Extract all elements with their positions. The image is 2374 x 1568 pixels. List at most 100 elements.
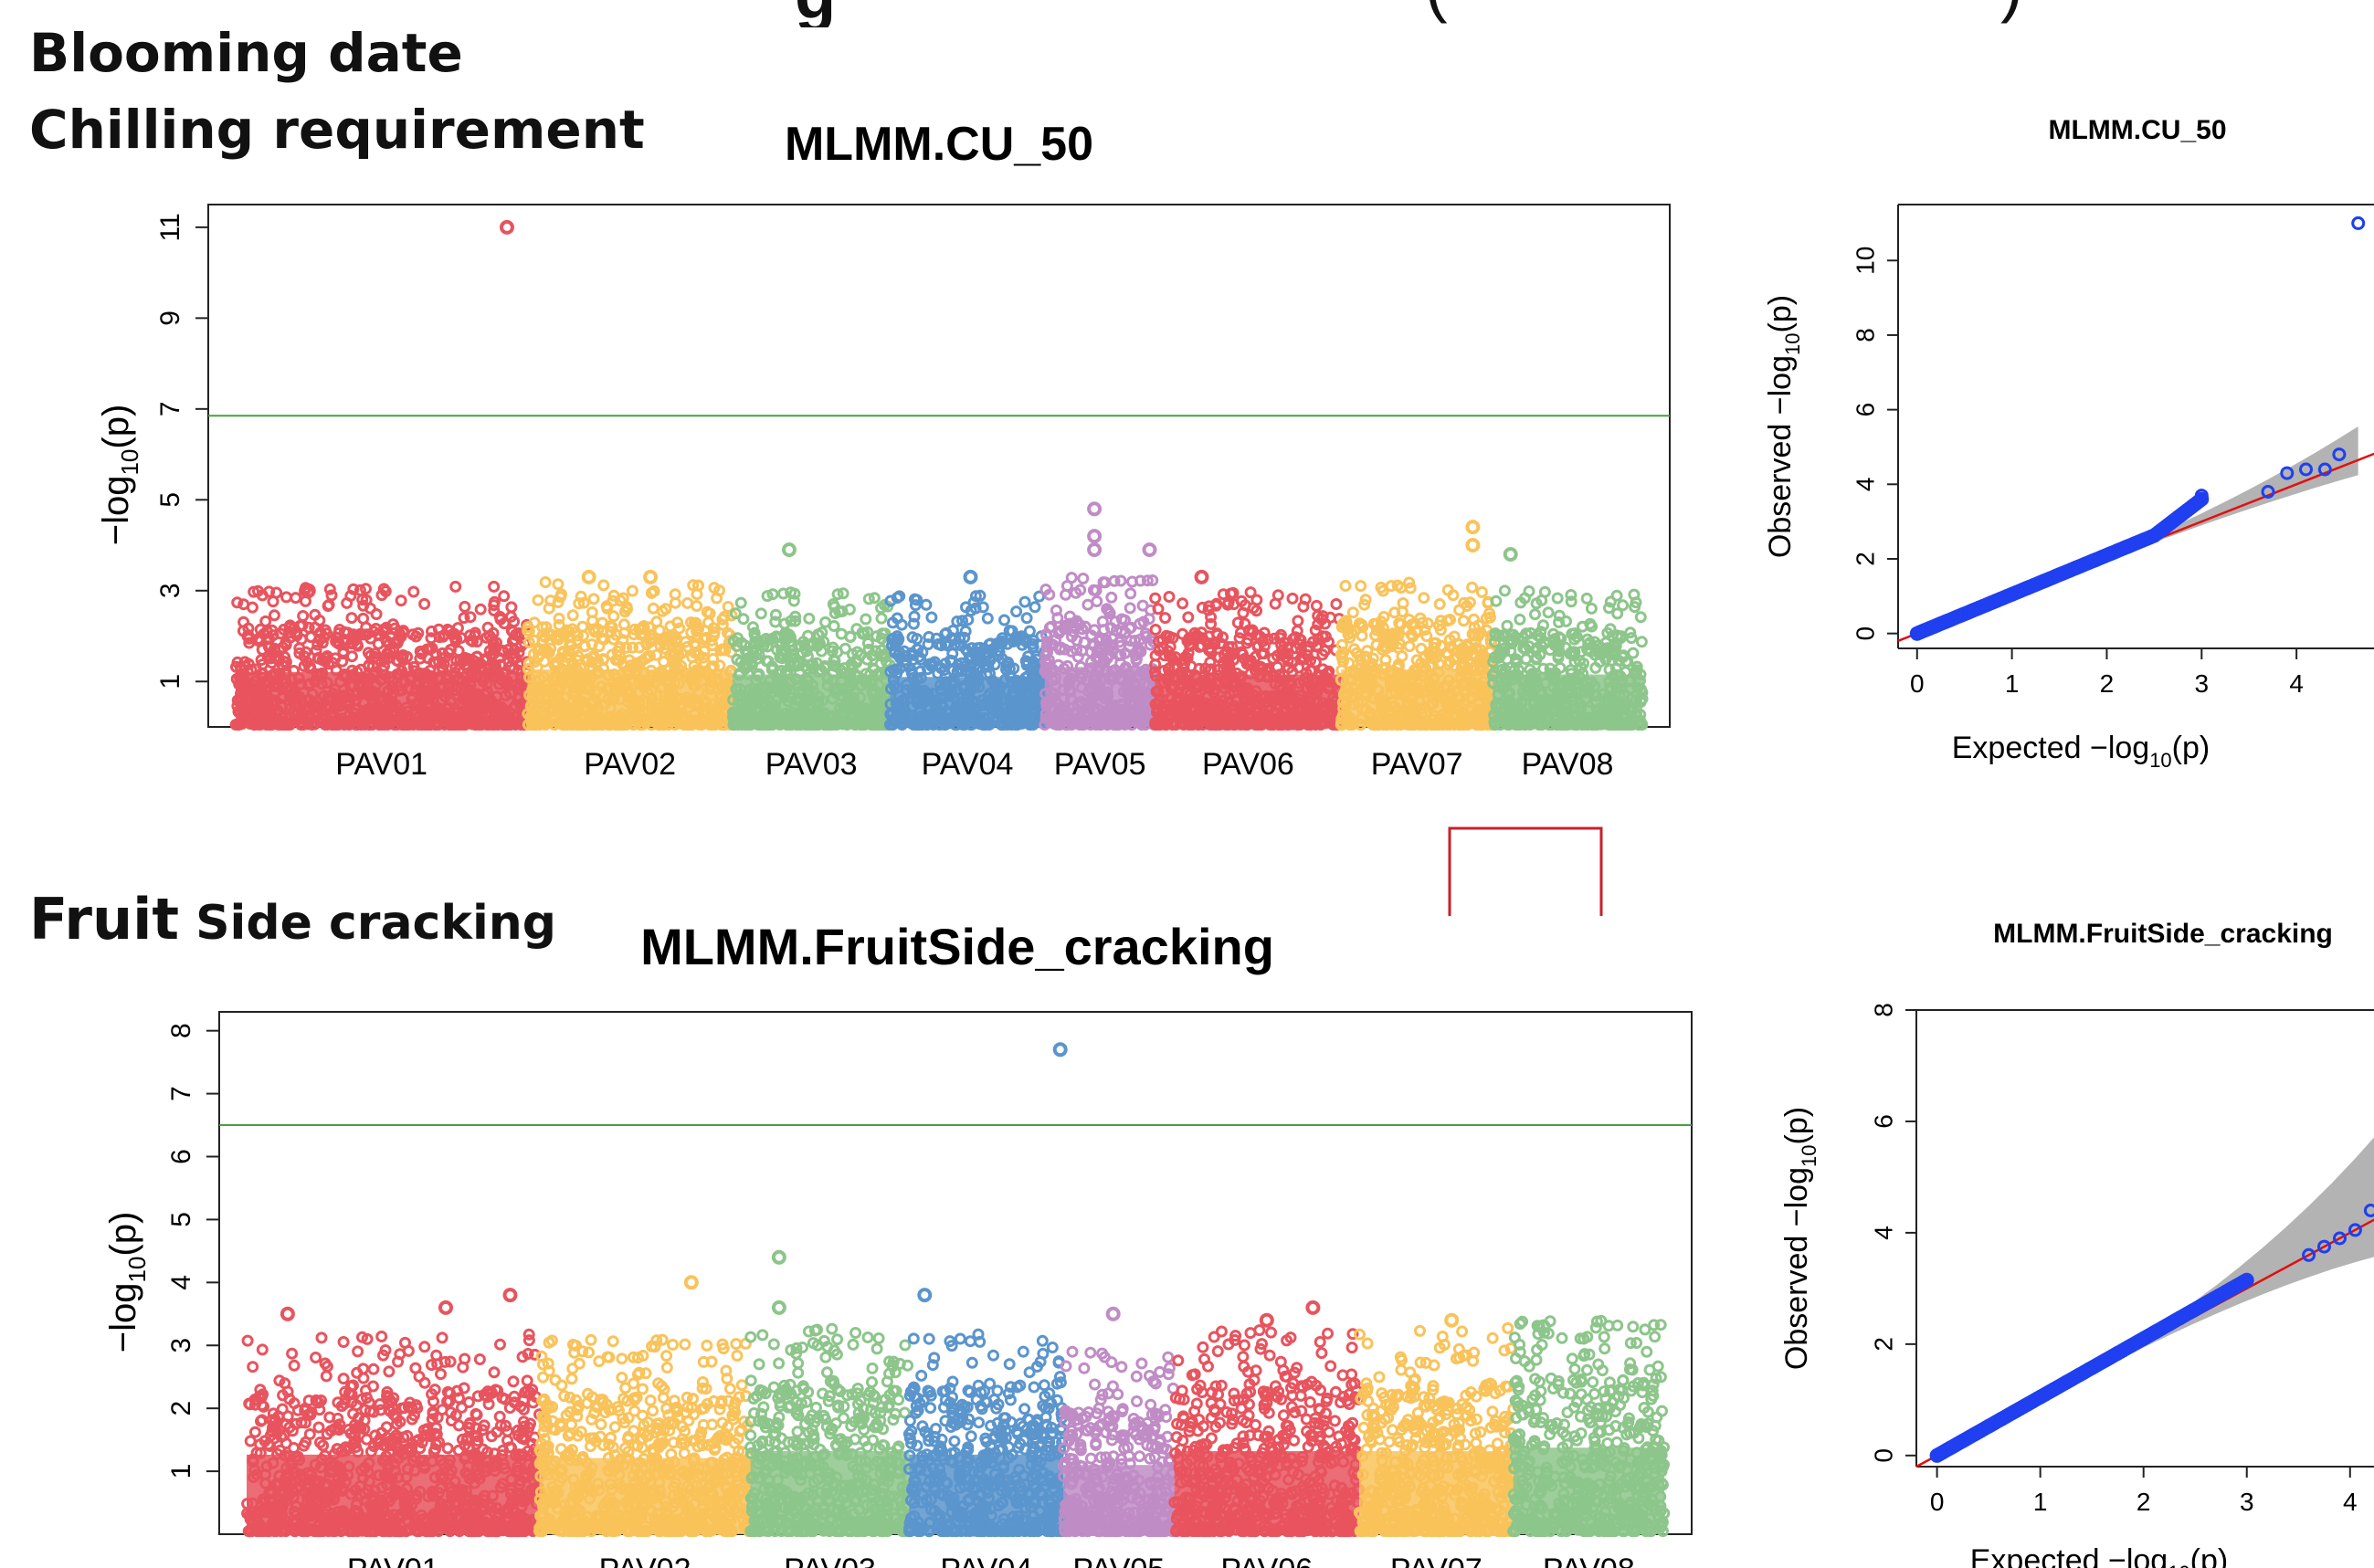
label-fruit-side-cracking: Fruit Side cracking xyxy=(29,886,556,952)
snp-point xyxy=(370,608,383,620)
snp-point xyxy=(283,621,296,634)
snp-point xyxy=(1115,613,1128,626)
snp-point xyxy=(280,591,292,604)
snp-density-block xyxy=(890,677,1045,727)
peak-point xyxy=(1465,538,1481,552)
snp-point xyxy=(1514,613,1526,626)
snp-point xyxy=(1084,646,1097,658)
snp-point xyxy=(309,608,322,621)
snp-point xyxy=(246,601,259,614)
snp-point xyxy=(843,603,856,616)
snp-point xyxy=(746,621,759,634)
snp-point xyxy=(1134,574,1146,587)
snp-point xyxy=(395,595,407,607)
peak-point xyxy=(643,569,659,584)
snp-point xyxy=(337,646,350,658)
snp-point xyxy=(505,601,518,614)
snp-point xyxy=(1292,615,1304,627)
snp-point xyxy=(1435,639,1448,652)
snp-point xyxy=(1149,624,1162,636)
points xyxy=(229,219,1649,731)
snp-point xyxy=(1149,592,1162,605)
snp-point xyxy=(860,653,873,666)
snp-point xyxy=(1297,600,1310,613)
snp-point xyxy=(1105,591,1118,604)
label-side-cracking: Side cracking xyxy=(179,896,557,951)
snp-point xyxy=(290,592,302,605)
snp-density-block xyxy=(1492,674,1642,727)
snp-point xyxy=(488,605,501,616)
snp-point xyxy=(1346,606,1359,619)
snp-point xyxy=(375,589,388,602)
snp-point xyxy=(1209,599,1222,612)
snp-point xyxy=(923,631,935,643)
label-blooming-date: Blooming date xyxy=(29,22,463,84)
snp-point xyxy=(1606,654,1619,667)
snp-point xyxy=(1029,601,1041,614)
snp-point xyxy=(648,584,660,597)
y-tick-label: 5 xyxy=(155,492,185,508)
peak-point xyxy=(1194,569,1209,584)
snp-point xyxy=(277,641,290,654)
y-tick-label: 8 xyxy=(1851,328,1879,342)
snp-point xyxy=(1520,653,1533,666)
snp-point xyxy=(1255,647,1268,660)
y-tick-label: 7 xyxy=(155,401,185,416)
snp-point xyxy=(459,600,471,613)
snp-point xyxy=(1457,615,1470,627)
category-label-pav04: PAV04 xyxy=(922,747,1014,782)
snp-point xyxy=(617,634,629,647)
snp-point xyxy=(1466,581,1479,594)
y-axis-label: −log10(p) xyxy=(96,405,143,546)
snp-point xyxy=(1205,611,1218,624)
snp-point xyxy=(391,637,404,649)
snp-point xyxy=(1565,589,1577,601)
snp-density-block xyxy=(1155,674,1342,727)
snp-point xyxy=(364,632,377,645)
snp-point xyxy=(311,638,324,651)
snp-point xyxy=(734,596,747,609)
snp-point xyxy=(1210,627,1223,640)
snp-point xyxy=(1442,658,1455,670)
snp-point xyxy=(1594,656,1606,668)
snp-point xyxy=(1559,641,1572,654)
snp-point xyxy=(925,611,938,624)
snp-density-block xyxy=(732,674,891,727)
snp-point xyxy=(243,632,255,645)
snp-point xyxy=(488,580,501,593)
snp-point xyxy=(959,625,972,637)
peak-point xyxy=(581,569,596,584)
snp-point xyxy=(711,592,723,605)
snp-point xyxy=(769,616,782,628)
snp-point xyxy=(1097,576,1110,589)
snp-point xyxy=(1091,595,1103,607)
snp-point xyxy=(412,626,425,639)
snp-point xyxy=(702,616,714,629)
snp-point xyxy=(1225,587,1237,600)
snp-point xyxy=(470,650,483,663)
chart-title: MLMM.CU_50 xyxy=(785,118,1093,171)
y-tick-label: 9 xyxy=(155,310,185,326)
snp-point xyxy=(494,611,507,624)
snp-point xyxy=(1330,598,1343,610)
snp-point xyxy=(1475,585,1488,598)
snp-point xyxy=(267,595,280,608)
snp-point xyxy=(1124,587,1137,600)
snp-point xyxy=(465,634,478,647)
snp-point xyxy=(1071,650,1084,663)
snp-point xyxy=(1039,584,1052,595)
snp-point xyxy=(363,660,375,673)
snp-point xyxy=(325,589,338,602)
snp-point xyxy=(458,652,470,665)
snp-point xyxy=(1552,652,1565,664)
snp-point xyxy=(276,658,289,671)
snp-point xyxy=(1185,660,1198,673)
snp-point xyxy=(1020,612,1033,625)
peak-point xyxy=(1087,542,1103,557)
snp-point xyxy=(1018,595,1031,608)
snp-density-block xyxy=(1341,669,1493,727)
snp-point xyxy=(1103,605,1115,617)
category-label-pav08: PAV08 xyxy=(1522,747,1614,782)
